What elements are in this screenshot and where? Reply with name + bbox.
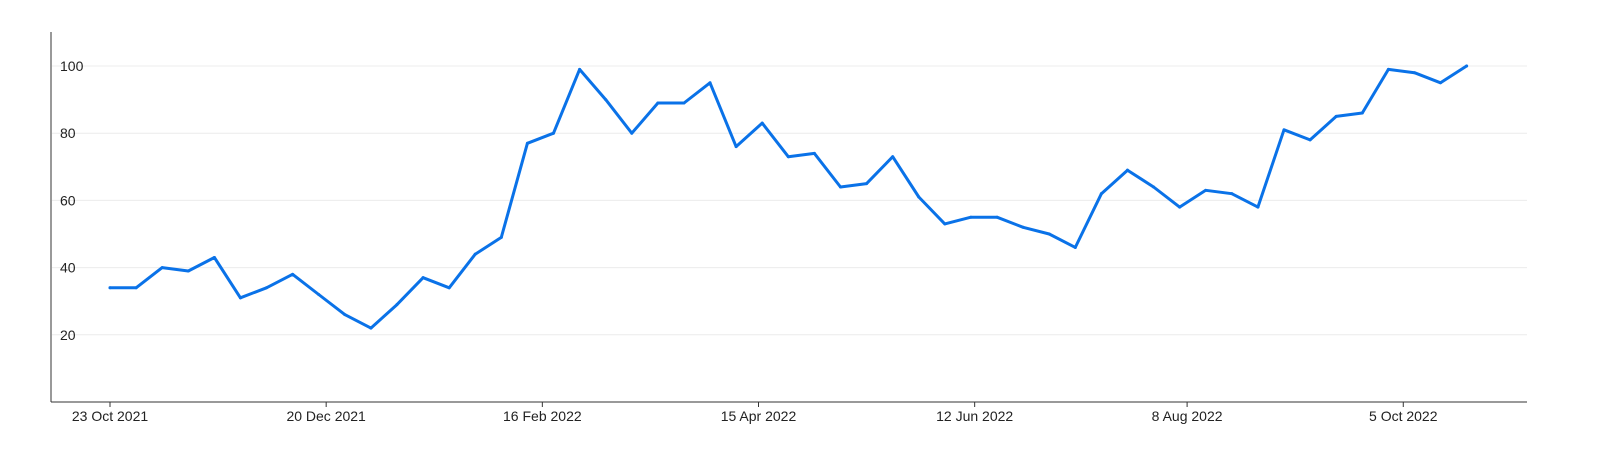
x-tick-label: 16 Feb 2022 [503, 408, 582, 424]
y-tick-label: 40 [60, 260, 76, 276]
data-point [708, 81, 712, 85]
data-point [1125, 168, 1129, 172]
data-point [812, 151, 816, 155]
data-point [1230, 192, 1234, 196]
data-point [160, 266, 164, 270]
data-point [134, 286, 138, 290]
data-point [212, 256, 216, 260]
data-point [317, 292, 321, 296]
y-tick-label: 100 [60, 58, 84, 74]
data-point [917, 195, 921, 199]
data-point [1386, 67, 1390, 71]
data-point [734, 145, 738, 149]
y-tick-label: 60 [60, 192, 76, 208]
data-point [1047, 232, 1051, 236]
data-points [108, 64, 1469, 330]
data-point [1334, 114, 1338, 118]
x-tick-label: 20 Dec 2021 [286, 408, 366, 424]
data-point [1204, 188, 1208, 192]
data-point [473, 252, 477, 256]
x-tick-label: 12 Jun 2022 [936, 408, 1013, 424]
data-point [604, 98, 608, 102]
x-tick-label: 5 Oct 2022 [1369, 408, 1438, 424]
x-tick-label: 15 Apr 2022 [721, 408, 797, 424]
x-axis-ticks: 23 Oct 2021 20 Dec 2021 16 Feb 2022 15 Apr … [72, 402, 1438, 424]
data-point [1412, 71, 1416, 75]
data-point [969, 215, 973, 219]
x-tick-label: 23 Oct 2021 [72, 408, 148, 424]
data-point [186, 269, 190, 273]
data-point [447, 286, 451, 290]
data-point [760, 121, 764, 125]
data-point [265, 286, 269, 290]
data-point [1178, 205, 1182, 209]
x-tick-label: 8 Aug 2022 [1152, 408, 1223, 424]
data-point [656, 101, 660, 105]
y-axis-ticks: 20 40 60 80 100 [60, 58, 84, 343]
data-point [630, 131, 634, 135]
data-point [1256, 205, 1260, 209]
data-point [499, 235, 503, 239]
y-tick-label: 20 [60, 327, 76, 343]
data-point [1152, 185, 1156, 189]
data-point [1099, 192, 1103, 196]
data-point [578, 67, 582, 71]
data-point [682, 101, 686, 105]
data-point [1021, 225, 1025, 229]
data-point [995, 215, 999, 219]
gridlines [52, 65, 1527, 336]
data-point [291, 272, 295, 276]
data-point [1282, 128, 1286, 132]
data-point [891, 155, 895, 159]
data-point [343, 313, 347, 317]
data-point [943, 222, 947, 226]
data-point [421, 276, 425, 280]
data-point [1439, 81, 1443, 85]
data-point [525, 141, 529, 145]
data-point [786, 155, 790, 159]
y-tick-label: 80 [60, 125, 76, 141]
series-line [108, 64, 1469, 330]
data-point [838, 185, 842, 189]
data-point [1360, 111, 1364, 115]
data-point [1465, 64, 1469, 68]
data-point [865, 182, 869, 186]
data-point [369, 326, 373, 330]
data-point [552, 131, 556, 135]
data-point [238, 296, 242, 300]
data-point [395, 303, 399, 307]
data-point [1308, 138, 1312, 142]
data-point [1073, 245, 1077, 249]
data-point [108, 286, 112, 290]
